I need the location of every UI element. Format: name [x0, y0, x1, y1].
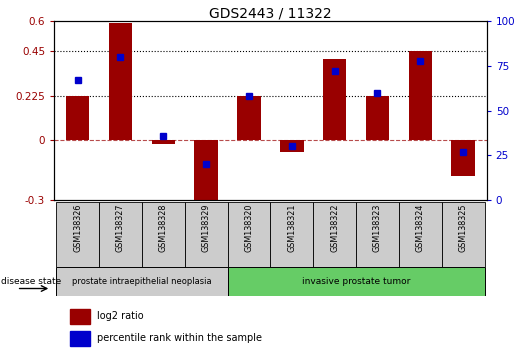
Text: GSM138325: GSM138325 [459, 204, 468, 252]
Text: log2 ratio: log2 ratio [97, 312, 144, 321]
Bar [280, 141, 303, 152]
Text: invasive prostate tumor: invasive prostate tumor [302, 277, 410, 286]
Text: percentile rank within the sample: percentile rank within the sample [97, 333, 262, 343]
Bar [442, 202, 485, 267]
Bar [99, 202, 142, 267]
Text: GSM138329: GSM138329 [202, 204, 211, 252]
Text: GSM138322: GSM138322 [330, 204, 339, 252]
Bar [56, 267, 228, 296]
Bar [270, 202, 313, 267]
Text: GSM138324: GSM138324 [416, 204, 425, 252]
Bar [408, 51, 432, 141]
Text: GSM138323: GSM138323 [373, 204, 382, 252]
Bar [70, 331, 90, 346]
Bar [142, 202, 185, 267]
Bar [56, 202, 99, 267]
Text: prostate intraepithelial neoplasia: prostate intraepithelial neoplasia [72, 277, 212, 286]
Bar [66, 96, 90, 141]
Bar [70, 309, 90, 324]
Bar [451, 141, 475, 176]
Text: GSM138321: GSM138321 [287, 204, 296, 252]
Text: disease state: disease state [1, 277, 61, 286]
Bar [194, 141, 218, 206]
Title: GDS2443 / 11322: GDS2443 / 11322 [209, 6, 332, 20]
Text: GSM138320: GSM138320 [245, 204, 253, 252]
Bar [228, 267, 485, 296]
Bar [185, 202, 228, 267]
Bar [237, 96, 261, 141]
Text: GSM138327: GSM138327 [116, 204, 125, 252]
Bar [366, 96, 389, 141]
Text: GSM138326: GSM138326 [73, 204, 82, 252]
Bar [313, 202, 356, 267]
Bar [399, 202, 442, 267]
Bar [323, 59, 347, 141]
Bar [228, 202, 270, 267]
Bar [151, 141, 175, 144]
Text: GSM138328: GSM138328 [159, 204, 168, 252]
Bar [109, 23, 132, 141]
Bar [356, 202, 399, 267]
